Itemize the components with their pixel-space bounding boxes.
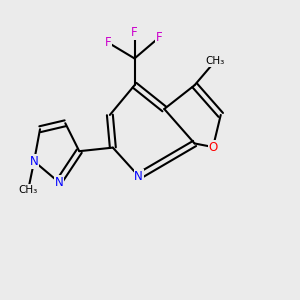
Text: O: O — [208, 140, 217, 154]
Text: N: N — [134, 170, 143, 183]
Text: F: F — [104, 36, 111, 49]
Text: CH₃: CH₃ — [206, 56, 225, 66]
Text: N: N — [54, 176, 63, 189]
Text: F: F — [131, 26, 138, 39]
Text: N: N — [30, 155, 38, 168]
Text: CH₃: CH₃ — [19, 185, 38, 195]
Text: F: F — [156, 31, 162, 44]
